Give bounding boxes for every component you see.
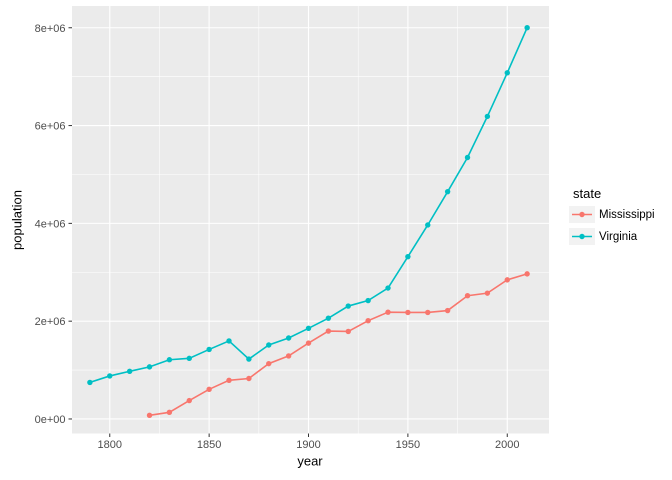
data-point-virginia [107,373,113,379]
x-axis-title: year [297,453,323,469]
data-point-virginia [464,154,471,161]
data-point-virginia [325,315,332,321]
legend-label: Virginia [599,230,638,243]
data-point-mississippi [464,293,471,299]
x-tick-label: 1850 [197,439,221,451]
data-point-mississippi [484,290,491,296]
y-tick-label: 6e+06 [35,121,66,133]
data-point-virginia [504,70,510,76]
data-point-virginia [206,346,212,353]
data-point-mississippi [504,277,510,283]
data-point-mississippi [226,377,232,383]
legend: state Mississippi Virginia [567,184,655,245]
data-point-virginia [285,335,292,341]
data-point-mississippi [524,271,530,277]
data-point-virginia [305,325,312,332]
data-point-virginia [385,285,391,291]
data-point-virginia [524,25,530,31]
data-point-mississippi [266,360,272,367]
data-point-virginia [146,364,153,370]
data-point-mississippi [246,375,252,382]
legend-key-point [579,233,585,240]
data-point-virginia [266,342,272,348]
y-tick-label: 0e+00 [35,414,66,426]
y-tick-label: 8e+06 [35,23,66,35]
legend-label: Mississippi [599,208,655,221]
legend-entry-virginia: Virginia [569,228,655,245]
series-line-mississippi [149,273,528,417]
data-point-virginia [166,357,173,363]
x-tick-label: 1800 [98,439,122,451]
data-point-mississippi [405,309,411,316]
data-point-virginia [226,338,232,344]
data-point-mississippi [305,340,312,346]
data-point-virginia [87,379,93,386]
data-point-virginia [246,356,252,362]
data-point-mississippi [285,353,292,359]
data-point-virginia [405,253,411,260]
data-point-mississippi [444,307,451,314]
data-point-virginia [425,222,431,228]
y-tick-label: 2e+06 [35,316,66,328]
legend-key-point [579,211,585,218]
data-point-mississippi [365,317,371,324]
legend-entry-mississippi: Mississippi [569,206,655,223]
legend-key-icon [569,206,595,223]
y-tick-label: 4e+06 [35,218,66,230]
x-tick-label: 1950 [396,439,420,451]
data-point-mississippi [385,309,391,315]
data-point-virginia [484,113,491,120]
data-point-virginia [186,355,192,362]
data-point-virginia [345,303,351,309]
x-tick-label: 2000 [495,439,519,451]
legend-title: state [573,186,602,201]
data-point-virginia [444,188,451,195]
data-point-mississippi [166,409,173,415]
panel-background [72,6,549,434]
legend-items: Mississippi Virginia [567,206,655,245]
data-point-mississippi [146,412,153,418]
data-point-mississippi [345,328,351,335]
data-point-virginia [126,368,133,375]
legend-key-icon [569,228,595,245]
y-axis-title: population [9,190,25,250]
data-point-mississippi [206,386,212,393]
x-tick-label: 1900 [296,439,320,451]
data-point-virginia [365,297,371,304]
data-point-mississippi [425,309,431,316]
data-point-mississippi [325,328,332,334]
data-point-mississippi [186,397,192,404]
